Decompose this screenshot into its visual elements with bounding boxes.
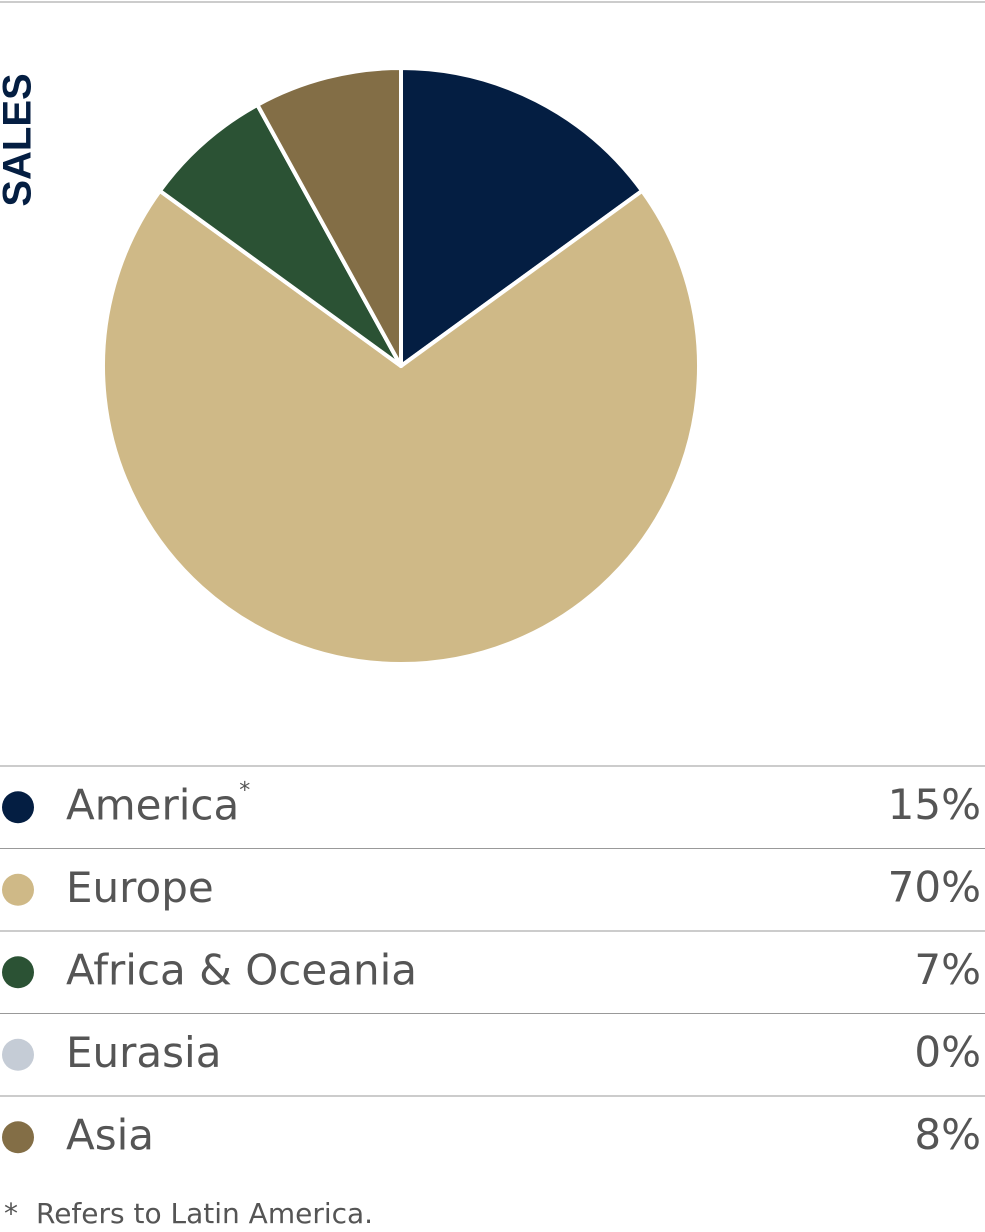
pie	[101, 66, 701, 666]
pie-slice	[255, 66, 403, 368]
legend-dot	[2, 1038, 34, 1071]
category-name: Eurasia	[66, 1027, 221, 1076]
pie-slice	[399, 66, 645, 368]
legend-dot	[2, 1121, 34, 1154]
pie-slice	[101, 188, 701, 666]
footnote-marker: *	[4, 1197, 18, 1230]
value-label: 70%	[888, 862, 981, 911]
legend: America* 15% Europe 70% Africa & Oceania 7% Eu…	[0, 765, 985, 1159]
legend-label: Europe	[66, 862, 214, 911]
category-name: Europe	[66, 862, 214, 911]
legend-label: Asia	[66, 1110, 154, 1159]
chart-title: SALES	[0, 73, 40, 206]
pie-slice	[157, 102, 403, 368]
category-name: America	[66, 780, 239, 829]
legend-label: Eurasia	[66, 1027, 221, 1076]
value-label: 0%	[914, 1027, 981, 1076]
legend-dot	[2, 956, 34, 989]
value-label: 15%	[888, 780, 981, 829]
value-label: 8%	[914, 1110, 981, 1159]
legend-dot	[2, 873, 34, 906]
category-note: *	[239, 778, 250, 803]
legend-dot	[2, 791, 34, 824]
category-name: Asia	[66, 1110, 154, 1159]
footnote-text: Refers to Latin America.	[36, 1197, 373, 1230]
category-name: Africa & Oceania	[66, 945, 417, 994]
value-label: 7%	[914, 945, 981, 994]
legend-label: America*	[66, 778, 250, 829]
legend-label: Africa & Oceania	[66, 945, 417, 994]
